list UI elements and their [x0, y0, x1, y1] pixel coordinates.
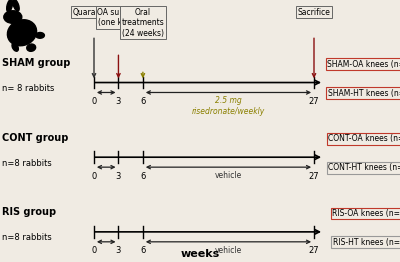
Text: 3: 3: [116, 97, 121, 106]
Text: RIS-OA knees (n=8): RIS-OA knees (n=8): [332, 209, 400, 218]
Ellipse shape: [12, 43, 18, 51]
Ellipse shape: [4, 11, 22, 23]
Text: RIS-HT knees (n=8): RIS-HT knees (n=8): [332, 238, 400, 247]
Text: n=8 rabbits: n=8 rabbits: [2, 233, 52, 242]
Text: vehicle: vehicle: [215, 171, 242, 180]
Text: 0: 0: [91, 246, 97, 255]
Text: Oral
treatments
(24 weeks): Oral treatments (24 weeks): [122, 8, 164, 38]
Ellipse shape: [13, 0, 19, 11]
Circle shape: [36, 32, 44, 38]
Text: weeks: weeks: [180, 249, 220, 259]
Text: 3: 3: [116, 246, 121, 255]
Text: OA surgery
(one knee): OA surgery (one knee): [97, 8, 140, 27]
Ellipse shape: [7, 0, 12, 12]
Text: vehicle: vehicle: [215, 246, 242, 255]
Text: 6: 6: [140, 246, 146, 255]
Text: CONT-HT knees (n=8): CONT-HT knees (n=8): [328, 163, 400, 172]
Text: CONT-OA knees (n=8): CONT-OA knees (n=8): [328, 134, 400, 143]
Text: n= 8 rabbits: n= 8 rabbits: [2, 84, 54, 93]
Text: 27: 27: [309, 246, 319, 255]
Text: 2.5 mg
risedronate/weekly: 2.5 mg risedronate/weekly: [192, 96, 265, 116]
Text: 27: 27: [309, 97, 319, 106]
Text: 27: 27: [309, 172, 319, 181]
Ellipse shape: [27, 44, 36, 51]
Text: 3: 3: [116, 172, 121, 181]
Ellipse shape: [7, 20, 37, 46]
Text: CONT group: CONT group: [2, 133, 68, 143]
Text: Quarantine: Quarantine: [72, 8, 116, 17]
Text: 0: 0: [91, 97, 97, 106]
Text: 6: 6: [140, 172, 146, 181]
Text: SHAM-OA knees (n=8): SHAM-OA knees (n=8): [327, 60, 400, 69]
Text: n=8 rabbits: n=8 rabbits: [2, 159, 52, 167]
Text: SHAM group: SHAM group: [2, 58, 70, 68]
Text: 6: 6: [140, 97, 146, 106]
Text: Sacrifice: Sacrifice: [298, 8, 330, 17]
Text: SHAM-HT knees (n=8): SHAM-HT knees (n=8): [328, 89, 400, 97]
Text: RIS group: RIS group: [2, 208, 56, 217]
Text: 0: 0: [91, 172, 97, 181]
